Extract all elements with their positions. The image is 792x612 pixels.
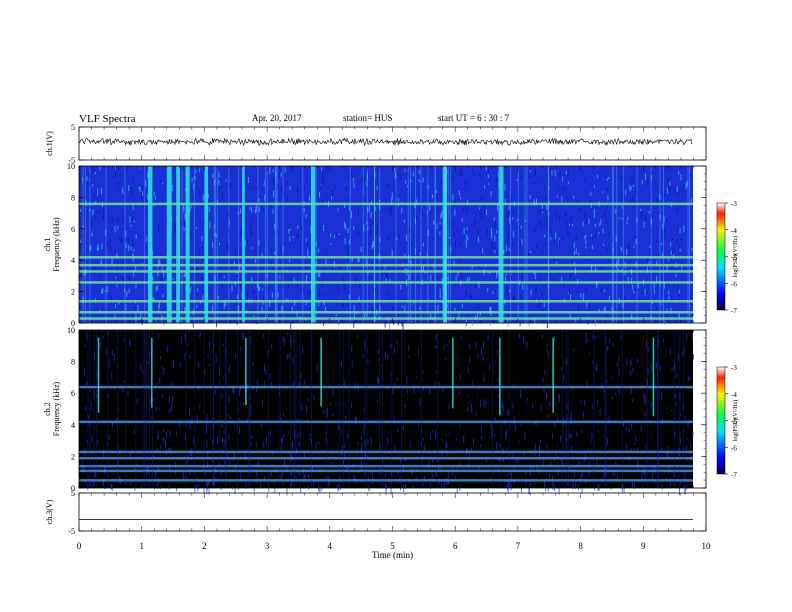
burst-1-0 bbox=[147, 166, 153, 323]
ytick-3-0: 5 bbox=[71, 489, 75, 498]
ylabel-freq-1: Frequency (kHz) bbox=[52, 217, 61, 272]
burst-2-7 bbox=[652, 337, 655, 417]
xtick-9: 9 bbox=[641, 541, 646, 551]
ytick-1-3: 6 bbox=[71, 225, 75, 234]
ylabel-0: ch.1(V) bbox=[45, 131, 54, 156]
burst-2-1 bbox=[151, 337, 153, 408]
ylabel-freq-2: Frequency (kHz) bbox=[52, 381, 61, 436]
ytick-2-4: 8 bbox=[71, 358, 75, 367]
band-1-5 bbox=[79, 263, 693, 267]
colorbar-tick-1-3: -6 bbox=[731, 280, 737, 288]
ylabel-channel-2: ch.2 bbox=[43, 402, 52, 416]
ylabel-3: ch.3(V) bbox=[45, 499, 54, 524]
colorbar-tick-2-1: -4 bbox=[731, 391, 737, 399]
colorbar-tick-1-1: -4 bbox=[731, 227, 737, 235]
band-1-4 bbox=[79, 270, 693, 273]
chart-title: VLF Spectra bbox=[79, 113, 136, 125]
xtick-2: 2 bbox=[202, 541, 207, 551]
ytick-2-0: 0 bbox=[71, 484, 75, 493]
colorbar-tick-2-4: -7 bbox=[731, 471, 737, 479]
ytick-1-2: 4 bbox=[71, 256, 75, 265]
band-2-2 bbox=[79, 464, 693, 468]
colorbar-label-2: log(PSD)(V²/Hz) bbox=[732, 400, 739, 441]
ytick-3-1: -5 bbox=[68, 527, 75, 536]
band-2-0 bbox=[79, 479, 693, 482]
burst-1-8 bbox=[499, 166, 504, 323]
ytick-1-1: 2 bbox=[71, 288, 75, 297]
burst-2-3 bbox=[320, 337, 322, 407]
colorbar-tick-2-3: -6 bbox=[731, 444, 737, 452]
band-1-6 bbox=[79, 256, 693, 259]
burst-2-0 bbox=[97, 337, 100, 413]
xtick-10: 10 bbox=[702, 541, 712, 551]
burst-1-6 bbox=[310, 166, 316, 323]
band-1-7 bbox=[79, 202, 693, 206]
xtick-0: 0 bbox=[77, 541, 82, 551]
ytick-2-2: 4 bbox=[71, 421, 75, 430]
colorbar-2 bbox=[716, 366, 726, 475]
xtick-3: 3 bbox=[265, 541, 270, 551]
burst-2-2 bbox=[245, 337, 247, 406]
burst-1-1 bbox=[166, 166, 172, 323]
xtick-7: 7 bbox=[516, 541, 521, 551]
band-1-0 bbox=[79, 317, 693, 320]
band-2-4 bbox=[79, 450, 693, 454]
xtick-6: 6 bbox=[453, 541, 458, 551]
colorbar-tick-1-0: -3 bbox=[731, 200, 737, 208]
ytick-1-5: 10 bbox=[67, 162, 75, 171]
burst-2-5 bbox=[499, 337, 501, 416]
ch1-waveform bbox=[78, 137, 693, 147]
start-time-label: start UT = 6 : 30 : 7 bbox=[438, 113, 510, 123]
ytick-2-1: 2 bbox=[71, 452, 75, 461]
xlabel: Time (min) bbox=[372, 550, 413, 560]
burst-1-2 bbox=[176, 166, 181, 323]
colorbar-tick-2-0: -3 bbox=[731, 364, 737, 372]
colorbar-tick-1-4: -7 bbox=[731, 307, 737, 315]
ytick-0-1: -5 bbox=[68, 156, 75, 165]
band-1-1 bbox=[79, 311, 693, 314]
ytick-1-0: 0 bbox=[71, 319, 75, 328]
ytick-1-4: 8 bbox=[71, 193, 75, 202]
xtick-4: 4 bbox=[328, 541, 333, 551]
burst-2-4 bbox=[452, 337, 454, 409]
xtick-1: 1 bbox=[139, 541, 144, 551]
ytick-0-0: 5 bbox=[71, 123, 75, 132]
burst-2-6 bbox=[552, 337, 554, 413]
ytick-2-3: 6 bbox=[71, 389, 75, 398]
date-label: Apr. 20, 2017 bbox=[252, 113, 302, 123]
band-2-1 bbox=[79, 469, 693, 473]
band-1-3 bbox=[79, 281, 693, 284]
burst-1-5 bbox=[242, 166, 245, 323]
band-2-3 bbox=[79, 456, 693, 460]
burst-1-7 bbox=[442, 166, 447, 323]
xtick-5: 5 bbox=[390, 541, 395, 551]
burst-1-4 bbox=[204, 166, 209, 323]
colorbar-label-1: log(PSD)(V²/Hz) bbox=[732, 236, 739, 277]
panel-frame-3 bbox=[78, 492, 707, 532]
ylabel-channel-1: ch.1 bbox=[43, 238, 52, 252]
colorbar-tick-2-2: -5 bbox=[731, 418, 737, 426]
band-2-6 bbox=[79, 385, 693, 389]
band-2-5 bbox=[79, 420, 693, 424]
band-1-2 bbox=[79, 300, 693, 303]
colorbar-tick-1-2: -5 bbox=[731, 254, 737, 262]
colorbar-1 bbox=[716, 202, 726, 311]
xtick-8: 8 bbox=[578, 541, 583, 551]
ytick-2-5: 10 bbox=[67, 326, 75, 335]
spectrogram-2 bbox=[79, 330, 694, 496]
station-label: station= HUS bbox=[343, 113, 393, 123]
burst-1-3 bbox=[185, 166, 190, 323]
spectrogram-1 bbox=[79, 166, 694, 330]
